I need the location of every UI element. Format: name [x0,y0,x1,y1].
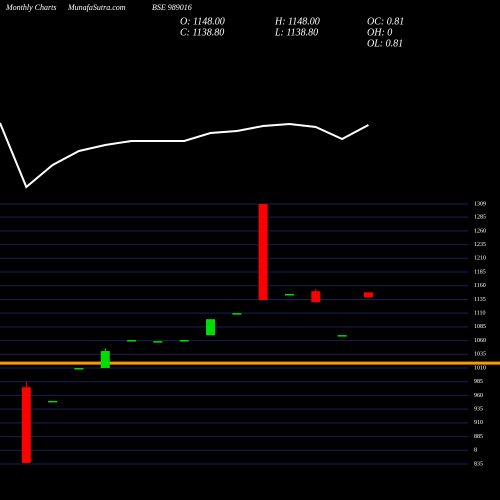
candle-body [153,341,163,343]
y-tick-label: 1309 [474,201,486,207]
candle-body [363,292,373,298]
y-tick-label: 1060 [474,338,486,344]
ohlc-ol: OL: 0.81 [367,38,403,49]
ohlc-high: H: 1148.00 [274,16,320,27]
y-tick-label: 935 [474,407,483,413]
y-tick-label: 1110 [474,311,486,317]
candle-body [100,351,110,369]
y-tick-label: 1210 [474,256,486,262]
site-label: Monthly Charts [5,3,56,12]
candle-body [337,335,347,337]
ohlc-open: O: 1148.00 [180,16,225,27]
y-tick-label: 1160 [474,283,486,289]
candle-body [21,387,31,463]
candle-body [311,291,321,303]
candle-body [284,293,294,296]
y-tick-label: 1010 [474,365,486,371]
y-tick-label: 1085 [474,324,486,330]
candle-body [127,340,137,342]
symbol: BSE 989016 [152,3,192,12]
candle-body [258,204,268,300]
y-tick-label: 985 [474,379,483,385]
ohlc-oc: OC: 0.81 [367,16,404,27]
y-tick-label: 1260 [474,228,486,234]
y-tick-label: 1285 [474,215,486,221]
y-tick-label: 910 [474,420,483,426]
y-tick-label: 1235 [474,242,486,248]
y-tick-label: 960 [474,393,483,399]
y-tick-label: 1185 [474,269,486,275]
candle-body [48,400,58,403]
y-tick-label: 1035 [474,352,486,358]
ohlc-low: L: 1138.80 [274,27,318,38]
candle-body [232,313,242,315]
brand: MunafaSutra.com [67,3,126,12]
y-tick-label: 1135 [474,297,486,303]
candle-body [179,340,189,342]
y-tick-label: 885 [474,434,483,440]
ohlc-close: C: 1138.80 [180,27,224,38]
candle-body [74,368,84,370]
y-tick-label: 8 [474,448,477,454]
ohlc-oh: OH: 0 [367,27,392,38]
indicator-line [0,122,369,189]
y-tick-label: 835 [474,461,483,467]
candle-body [206,319,216,336]
